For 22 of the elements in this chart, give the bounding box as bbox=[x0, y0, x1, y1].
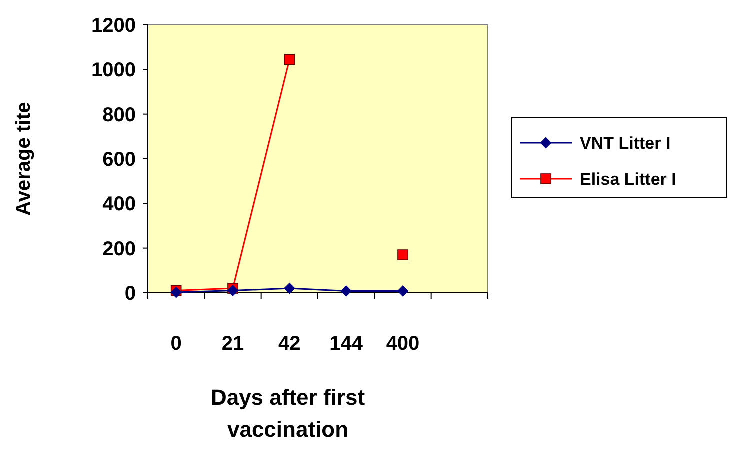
point bbox=[284, 283, 296, 294]
point bbox=[398, 250, 408, 260]
x-tick-label: 0 bbox=[170, 333, 182, 355]
x-tick-label: 42 bbox=[278, 333, 301, 355]
y-tick-label: 800 bbox=[102, 104, 136, 126]
point bbox=[284, 54, 296, 66]
x-tick-label: 21 bbox=[222, 333, 244, 355]
point bbox=[398, 286, 408, 297]
x-tick-label: 400 bbox=[386, 333, 420, 355]
point bbox=[340, 286, 352, 297]
y-tick-label: 0 bbox=[124, 283, 136, 305]
y-tick-label: 200 bbox=[102, 238, 136, 260]
y-tick-label: 600 bbox=[102, 149, 136, 171]
point bbox=[228, 285, 238, 296]
y-tick-label: 400 bbox=[102, 194, 136, 216]
y-tick-label: 1200 bbox=[92, 15, 136, 37]
legend-label: VNT Litter I bbox=[580, 134, 671, 153]
y-axis-title: Average tite bbox=[13, 102, 35, 216]
y-tick-label: 1000 bbox=[92, 60, 136, 82]
legend-label: Elisa Litter I bbox=[580, 170, 676, 189]
x-axis-title: Days after first vaccination bbox=[210, 385, 366, 442]
x-tick-label: 144 bbox=[330, 333, 364, 355]
